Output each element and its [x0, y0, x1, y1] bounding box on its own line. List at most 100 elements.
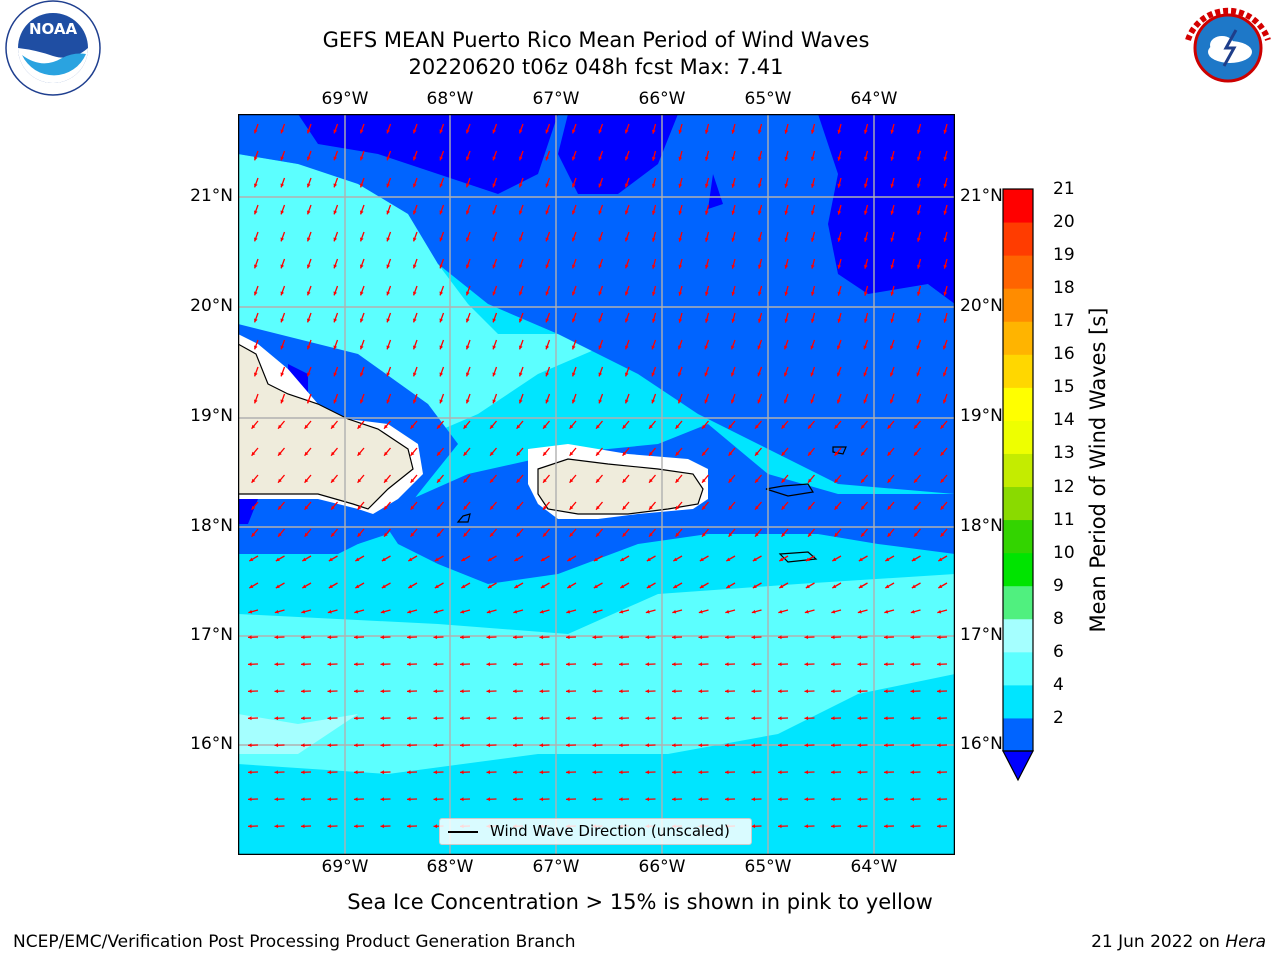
wave-direction-arrowhead — [386, 372, 391, 377]
wave-direction-arrowhead — [492, 345, 497, 350]
wave-direction-arrowhead — [884, 609, 889, 614]
wave-direction-arrowhead — [887, 451, 892, 456]
wave-direction-arrowhead — [465, 372, 470, 377]
footer-date-text: 21 Jun 2022 on — [1091, 932, 1226, 952]
wave-direction-arrowhead — [910, 824, 915, 829]
wave-direction-arrowhead — [837, 318, 842, 323]
wave-direction-arrowhead — [408, 557, 413, 561]
wave-direction-arrowhead — [248, 635, 252, 640]
colorbar-tick-label: 20 — [1053, 212, 1075, 233]
wave-direction-arrowhead — [645, 716, 650, 721]
wave-direction-arrowhead — [781, 451, 786, 456]
wave-direction-arrowhead — [412, 318, 417, 323]
wave-direction-arrowhead — [492, 156, 497, 161]
wave-direction-arrowhead — [333, 129, 338, 134]
wave-direction-arrowhead — [598, 399, 603, 404]
wave-direction-arrowhead — [943, 183, 948, 188]
wave-direction-arrowhead — [702, 424, 706, 429]
footer-host: Hera — [1225, 932, 1266, 952]
wave-direction-arrowhead — [730, 372, 735, 377]
wave-direction-arrowhead — [274, 635, 279, 640]
graticule — [238, 114, 955, 855]
wave-direction-arrowhead — [804, 743, 809, 748]
wave-direction-arrowhead — [248, 770, 252, 775]
wave-direction-arrowhead — [380, 797, 385, 802]
wave-direction-arrowhead — [359, 210, 364, 215]
wave-direction-arrowhead — [757, 210, 762, 215]
wave-direction-arrowhead — [380, 743, 385, 748]
wave-direction-arrowhead — [619, 689, 623, 694]
wave-direction-arrowhead — [804, 689, 809, 694]
wave-direction-arrowhead — [492, 237, 497, 242]
wave-direction-arrowhead — [646, 557, 651, 561]
wave-direction-arrowhead — [380, 662, 385, 667]
wave-direction-arrowhead — [592, 716, 597, 721]
wave-direction-arrowhead — [784, 129, 789, 134]
wave-direction-arrowhead — [386, 399, 391, 404]
wave-direction-arrowhead — [673, 557, 678, 561]
wave-direction-arrowhead — [492, 210, 497, 215]
wave-direction-arrowhead — [278, 532, 282, 537]
wave-direction-arrowhead — [937, 797, 941, 802]
wave-direction-arrowhead — [675, 424, 680, 429]
wave-direction-arrowhead — [274, 716, 279, 721]
wave-direction-arrowhead — [725, 635, 729, 640]
wave-direction-arrowhead — [751, 824, 756, 829]
wave-direction-arrowhead — [463, 424, 468, 429]
wave-direction-arrowhead — [831, 635, 835, 640]
wave-direction-arrowhead — [592, 609, 597, 614]
wave-direction-arrowhead — [725, 770, 729, 775]
wave-direction-arrowhead — [731, 183, 736, 188]
wave-direction-arrowhead — [412, 210, 417, 215]
wave-direction-arrowhead — [306, 318, 311, 323]
wave-direction-arrowhead — [355, 557, 360, 561]
lon-label-bottom: 64°W — [850, 857, 898, 877]
wave-direction-arrowhead — [333, 399, 338, 404]
wave-direction-arrowhead — [592, 797, 597, 802]
wave-direction-arrowhead — [751, 609, 756, 614]
wave-direction-arrowhead — [571, 264, 576, 269]
wave-direction-arrowhead — [728, 424, 733, 429]
wave-direction-arrowhead — [863, 210, 868, 215]
wave-direction-arrowhead — [306, 129, 311, 134]
wave-direction-arrowhead — [407, 716, 411, 721]
wave-direction-arrowhead — [751, 770, 756, 775]
wave-direction-arrowhead — [545, 156, 550, 161]
wave-direction-arrowhead — [837, 183, 842, 188]
wave-direction-arrowhead — [698, 743, 703, 748]
wave-direction-arrowhead — [274, 689, 279, 694]
wave-direction-arrowhead — [916, 237, 921, 242]
lon-label-bottom: 65°W — [744, 857, 792, 877]
wave-direction-arrowhead — [566, 635, 570, 640]
colorbar-tick-label: 10 — [1053, 542, 1075, 563]
wave-direction-arrowhead — [778, 770, 782, 775]
wave-direction-arrowhead — [331, 478, 335, 483]
wave-direction-arrowhead — [539, 689, 544, 694]
wave-direction-arrowhead — [593, 557, 598, 561]
wave-direction-arrowhead — [486, 770, 491, 775]
wave-direction-arrowhead — [304, 451, 309, 456]
wave-direction-arrowhead — [808, 505, 812, 510]
wave-direction-arrowhead — [622, 505, 627, 510]
wave-direction-arrowhead — [702, 532, 706, 537]
wave-direction-arrowhead — [804, 635, 809, 640]
wave-direction-arrowhead — [274, 609, 279, 614]
wave-direction-arrowhead — [755, 451, 759, 456]
wave-direction-arrowhead — [910, 635, 915, 640]
colorbar-tick-label: 13 — [1053, 443, 1075, 464]
wave-direction-arrowhead — [359, 372, 364, 377]
wave-direction-arrowhead — [408, 584, 413, 588]
wave-direction-arrowhead — [698, 797, 703, 802]
wave-direction-arrowhead — [673, 584, 678, 588]
colorbar-cell — [1003, 651, 1033, 686]
wave-direction-arrowhead — [731, 156, 736, 161]
wave-direction-arrowhead — [910, 797, 915, 802]
wave-direction-arrowhead — [887, 478, 892, 483]
lon-label-top: 66°W — [638, 89, 686, 109]
wave-direction-arrowhead — [439, 183, 444, 188]
wave-direction-arrowhead — [592, 662, 597, 667]
wave-direction-arrowhead — [354, 716, 358, 721]
lat-label-right: 21°N — [960, 186, 1003, 206]
wave-direction-arrowhead — [832, 557, 837, 561]
wave-direction-arrowhead — [805, 584, 810, 588]
